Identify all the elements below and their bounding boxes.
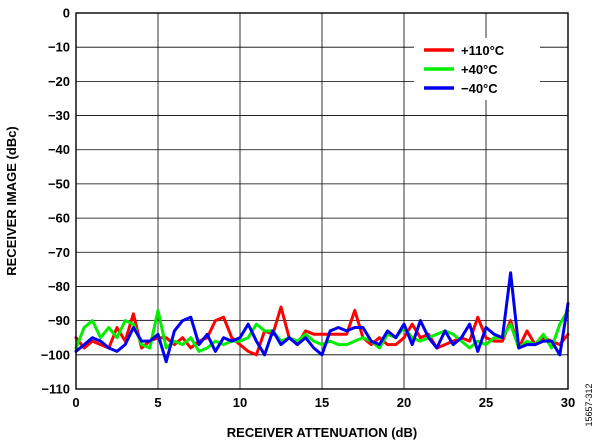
x-axis-ticks: 0 5 10 15 20 25 30 — [72, 395, 575, 410]
series-layer — [74, 271, 570, 364]
y-tick-label: −20 — [48, 74, 70, 89]
series-line-2 — [74, 271, 570, 364]
y-tick-label: −30 — [48, 108, 70, 123]
y-tick-label: −40 — [48, 142, 70, 157]
x-tick-label: 30 — [561, 395, 575, 410]
y-tick-label: −110 — [41, 382, 70, 397]
x-tick-label: 20 — [397, 395, 411, 410]
y-tick-label: −70 — [48, 245, 70, 260]
y-tick-label: −50 — [48, 176, 70, 191]
legend-label-0: +110°C — [461, 43, 505, 58]
legend-label-1: +40°C — [461, 62, 498, 77]
x-tick-label: 5 — [154, 395, 161, 410]
y-tick-label: −80 — [48, 279, 70, 294]
x-axis-label: RECEIVER ATTENUATION (dB) — [227, 425, 417, 440]
figure-id: 15657-312 — [584, 383, 594, 426]
y-tick-label: −90 — [48, 313, 70, 328]
y-tick-label: −100 — [41, 347, 70, 362]
y-axis-label: RECEIVER IMAGE (dBc) — [4, 126, 19, 276]
x-tick-label: 0 — [72, 395, 79, 410]
y-tick-label: −60 — [48, 211, 70, 226]
y-tick-label: −10 — [48, 40, 70, 55]
legend: +110°C +40°C −40°C — [414, 38, 540, 100]
y-tick-label: 0 — [63, 6, 70, 21]
x-tick-label: 10 — [233, 395, 247, 410]
y-axis-ticks: 0 −10 −20 −30 −40 −50 −60 −70 −80 −90 −100 −110 — [41, 6, 70, 397]
legend-label-2: −40°C — [461, 81, 498, 96]
x-tick-label: 15 — [315, 395, 329, 410]
plot-frame — [75, 12, 569, 390]
series-line-1 — [74, 308, 570, 353]
x-tick-label: 25 — [479, 395, 493, 410]
